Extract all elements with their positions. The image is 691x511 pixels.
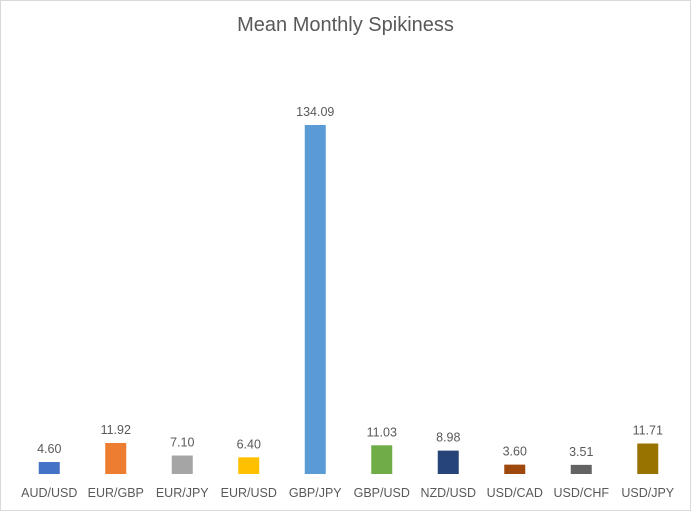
x-tick-label-usd-cad: USD/CAD — [487, 486, 543, 500]
x-tick-label-gbp-usd: GBP/USD — [354, 486, 410, 500]
data-label-eur-usd: 6.40 — [237, 437, 261, 451]
data-label-eur-gbp: 11.92 — [101, 423, 131, 437]
data-label-usd-jpy: 11.71 — [633, 424, 663, 438]
x-tick-label-nzd-usd: NZD/USD — [420, 486, 476, 500]
bar-usd-chf — [570, 464, 592, 474]
x-tick-label-eur-usd: EUR/USD — [221, 486, 277, 500]
data-label-aud-usd: 4.60 — [37, 442, 61, 456]
data-label-eur-jpy: 7.10 — [170, 436, 194, 450]
x-tick-label-eur-jpy: EUR/JPY — [156, 486, 209, 500]
data-label-gbp-jpy: 134.09 — [296, 105, 334, 119]
data-label-usd-cad: 3.60 — [503, 445, 527, 459]
bar-gbp-usd — [371, 445, 393, 474]
x-tick-label-aud-usd: AUD/USD — [21, 486, 77, 500]
x-tick-label-gbp-jpy: GBP/JPY — [289, 486, 342, 500]
bar-eur-usd — [238, 457, 260, 474]
x-tick-label-usd-chf: USD/CHF — [553, 486, 609, 500]
data-label-nzd-usd: 8.98 — [436, 431, 460, 445]
chart-title: Mean Monthly Spikiness — [237, 14, 454, 36]
data-label-usd-chf: 3.51 — [569, 445, 593, 459]
x-tick-label-usd-jpy: USD/JPY — [621, 486, 674, 500]
bar-gbp-jpy — [304, 125, 326, 474]
bar-nzd-usd — [437, 450, 459, 474]
bar-aud-usd — [38, 462, 60, 474]
x-tick-label-eur-gbp: EUR/GBP — [88, 486, 144, 500]
data-label-gbp-usd: 11.03 — [367, 425, 397, 439]
bar-eur-jpy — [171, 455, 193, 474]
bar-eur-gbp — [105, 442, 127, 474]
bar-usd-jpy — [637, 443, 659, 474]
bar-usd-cad — [504, 464, 526, 474]
